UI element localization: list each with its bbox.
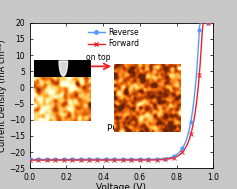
X-axis label: Voltage (V): Voltage (V): [96, 184, 146, 189]
Text: PCE ~ 14%: PCE ~ 14%: [107, 124, 157, 133]
Text: VOₓ: VOₓ: [48, 105, 65, 114]
Text: on top: on top: [86, 53, 110, 62]
Legend: Reverse, Forward: Reverse, Forward: [85, 25, 142, 51]
Y-axis label: Current Density (mA cm⁻²): Current Density (mA cm⁻²): [0, 39, 7, 152]
Text: CH₃NH₃PbI₃: CH₃NH₃PbI₃: [134, 108, 177, 117]
